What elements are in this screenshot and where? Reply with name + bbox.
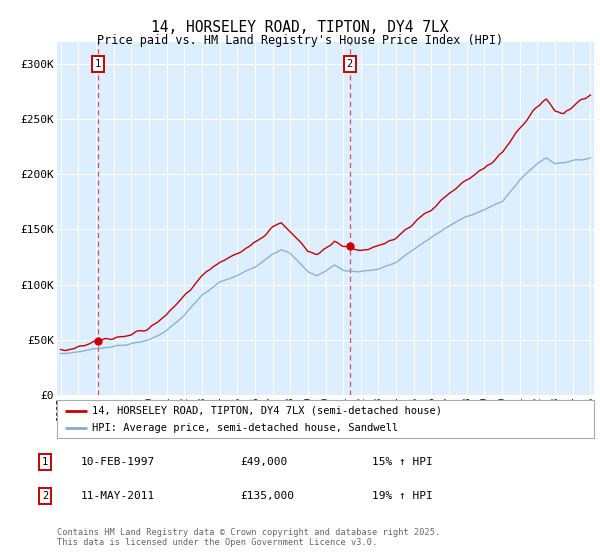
Text: 11-MAY-2011: 11-MAY-2011 (81, 491, 155, 501)
Text: 10-FEB-1997: 10-FEB-1997 (81, 457, 155, 467)
Text: 14, HORSELEY ROAD, TIPTON, DY4 7LX: 14, HORSELEY ROAD, TIPTON, DY4 7LX (151, 20, 449, 35)
Text: 1: 1 (95, 59, 101, 69)
Text: 14, HORSELEY ROAD, TIPTON, DY4 7LX (semi-detached house): 14, HORSELEY ROAD, TIPTON, DY4 7LX (semi… (92, 405, 442, 416)
Text: 15% ↑ HPI: 15% ↑ HPI (372, 457, 433, 467)
Text: £135,000: £135,000 (240, 491, 294, 501)
Text: 19% ↑ HPI: 19% ↑ HPI (372, 491, 433, 501)
Text: 2: 2 (347, 59, 353, 69)
Text: 1: 1 (42, 457, 48, 467)
Text: HPI: Average price, semi-detached house, Sandwell: HPI: Average price, semi-detached house,… (92, 423, 398, 433)
Text: £49,000: £49,000 (240, 457, 287, 467)
Text: 2: 2 (42, 491, 48, 501)
Text: Contains HM Land Registry data © Crown copyright and database right 2025.
This d: Contains HM Land Registry data © Crown c… (57, 528, 440, 547)
Text: Price paid vs. HM Land Registry's House Price Index (HPI): Price paid vs. HM Land Registry's House … (97, 34, 503, 46)
